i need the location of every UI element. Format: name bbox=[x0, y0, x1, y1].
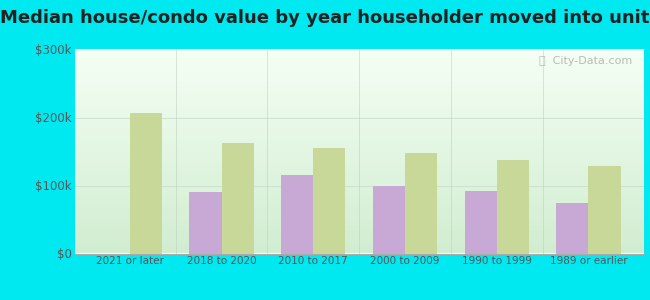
Bar bbox=[373, 185, 405, 254]
Bar bbox=[588, 167, 621, 254]
Bar bbox=[281, 175, 313, 254]
Bar bbox=[189, 192, 222, 254]
Bar bbox=[313, 148, 345, 254]
Bar bbox=[222, 143, 254, 254]
Bar bbox=[130, 113, 162, 254]
Bar bbox=[465, 191, 497, 254]
Bar bbox=[497, 160, 529, 254]
Text: ⓘ  City-Data.com: ⓘ City-Data.com bbox=[539, 56, 632, 66]
Bar bbox=[556, 202, 588, 253]
Bar bbox=[405, 153, 437, 254]
Text: Median house/condo value by year householder moved into unit: Median house/condo value by year househo… bbox=[0, 9, 650, 27]
